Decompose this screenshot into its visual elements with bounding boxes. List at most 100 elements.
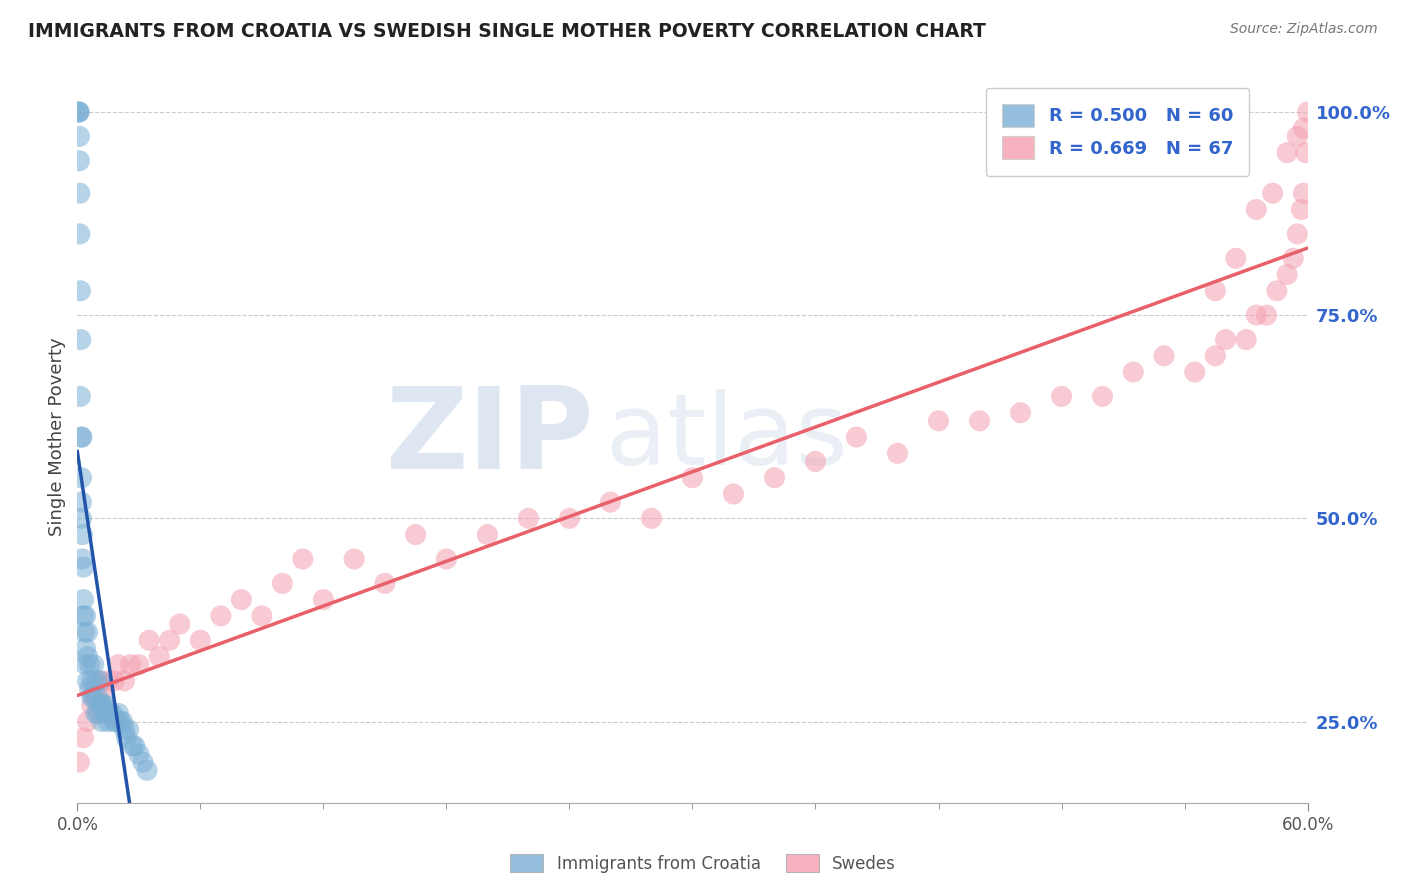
- Point: [763, 471, 786, 485]
- Point: [89, 698, 111, 713]
- Point: [93, 698, 115, 713]
- Point: [1246, 202, 1268, 217]
- Point: [101, 706, 124, 721]
- Text: Source: ZipAtlas.com: Source: ZipAtlas.com: [1230, 22, 1378, 37]
- Point: [128, 657, 150, 672]
- Point: [124, 739, 146, 753]
- Point: [76, 714, 98, 729]
- Point: [1153, 349, 1175, 363]
- Point: [70, 430, 93, 444]
- Point: [928, 414, 950, 428]
- Point: [76, 649, 98, 664]
- Point: [70, 430, 93, 444]
- Point: [804, 454, 827, 468]
- Point: [110, 714, 132, 729]
- Point: [72, 731, 94, 745]
- Point: [67, 129, 90, 144]
- Point: [89, 673, 111, 688]
- Point: [75, 657, 97, 672]
- Point: [120, 657, 142, 672]
- Point: [517, 511, 540, 525]
- Point: [87, 690, 110, 705]
- Point: [1292, 121, 1315, 136]
- Legend: Immigrants from Croatia, Swedes: Immigrants from Croatia, Swedes: [503, 847, 903, 880]
- Point: [640, 511, 662, 525]
- Point: [132, 755, 155, 769]
- Point: [84, 706, 107, 721]
- Point: [83, 690, 105, 705]
- Y-axis label: Single Mother Poverty: Single Mother Poverty: [48, 338, 66, 536]
- Point: [75, 608, 97, 623]
- Point: [72, 552, 94, 566]
- Point: [67, 105, 90, 120]
- Point: [67, 153, 90, 168]
- Point: [80, 698, 103, 713]
- Point: [73, 625, 96, 640]
- Point: [97, 673, 120, 688]
- Point: [67, 105, 90, 120]
- Point: [117, 723, 139, 737]
- Point: [1295, 145, 1317, 160]
- Point: [69, 284, 91, 298]
- Point: [84, 690, 107, 705]
- Point: [94, 698, 117, 713]
- Point: [138, 633, 160, 648]
- Point: [70, 471, 93, 485]
- Point: [111, 714, 134, 729]
- Point: [169, 617, 191, 632]
- Point: [969, 414, 991, 428]
- Point: [70, 511, 93, 525]
- Point: [405, 527, 427, 541]
- Point: [1286, 129, 1309, 144]
- Point: [477, 527, 499, 541]
- Point: [1204, 349, 1226, 363]
- Point: [105, 714, 128, 729]
- Point: [84, 673, 107, 688]
- Point: [1256, 308, 1278, 322]
- Point: [1275, 145, 1298, 160]
- Text: atlas: atlas: [606, 389, 848, 485]
- Point: [1122, 365, 1144, 379]
- Point: [1225, 252, 1247, 266]
- Point: [67, 105, 90, 120]
- Point: [1184, 365, 1206, 379]
- Point: [97, 714, 120, 729]
- Point: [103, 673, 125, 688]
- Point: [1296, 105, 1319, 120]
- Point: [1265, 284, 1288, 298]
- Point: [1010, 406, 1032, 420]
- Point: [148, 649, 170, 664]
- Point: [159, 633, 181, 648]
- Point: [271, 576, 294, 591]
- Point: [80, 690, 103, 705]
- Point: [98, 706, 121, 721]
- Point: [1215, 333, 1237, 347]
- Point: [1204, 284, 1226, 298]
- Point: [291, 552, 314, 566]
- Point: [845, 430, 868, 444]
- Point: [723, 487, 745, 501]
- Point: [374, 576, 396, 591]
- Point: [558, 511, 581, 525]
- Text: IMMIGRANTS FROM CROATIA VS SWEDISH SINGLE MOTHER POVERTY CORRELATION CHART: IMMIGRANTS FROM CROATIA VS SWEDISH SINGL…: [28, 22, 986, 41]
- Point: [72, 592, 94, 607]
- Point: [90, 714, 114, 729]
- Point: [188, 633, 212, 648]
- Point: [94, 706, 117, 721]
- Point: [89, 673, 111, 688]
- Point: [76, 625, 98, 640]
- Legend: R = 0.500   N = 60, R = 0.669   N = 67: R = 0.500 N = 60, R = 0.669 N = 67: [986, 87, 1250, 176]
- Point: [599, 495, 621, 509]
- Point: [69, 333, 91, 347]
- Point: [76, 673, 98, 688]
- Point: [1261, 186, 1284, 201]
- Point: [87, 706, 110, 721]
- Point: [121, 739, 143, 753]
- Point: [1291, 202, 1313, 217]
- Point: [886, 446, 908, 460]
- Point: [436, 552, 458, 566]
- Point: [209, 608, 232, 623]
- Point: [682, 471, 704, 485]
- Point: [93, 681, 115, 696]
- Point: [69, 389, 91, 403]
